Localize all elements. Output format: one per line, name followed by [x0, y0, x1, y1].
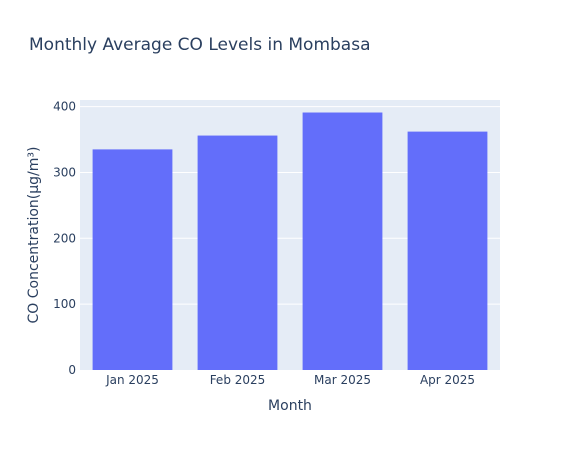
bars: [92, 112, 488, 370]
x-tick-label: Apr 2025: [420, 373, 475, 387]
y-tick-label: 400: [53, 100, 76, 114]
y-tick-label: 100: [53, 297, 76, 311]
chart-title: Monthly Average CO Levels in Mombasa: [29, 35, 371, 55]
x-axis-label: Month: [268, 398, 312, 414]
y-tick-label: 0: [68, 363, 76, 377]
x-tick-label: Mar 2025: [314, 373, 371, 387]
y-tick-labels: 0 100 200 300 400: [53, 100, 76, 377]
bar: [302, 112, 383, 370]
bar: [407, 131, 488, 370]
y-tick-label: 200: [53, 231, 76, 245]
x-tick-labels: Jan 2025 Feb 2025 Mar 2025 Apr 2025: [105, 373, 475, 387]
y-tick-label: 300: [53, 165, 76, 179]
x-tick-label: Jan 2025: [105, 373, 159, 387]
y-axis-label: CO Concentration(µg/m³): [26, 147, 42, 324]
x-tick-label: Feb 2025: [210, 373, 266, 387]
bar: [92, 149, 173, 370]
bar: [197, 135, 278, 370]
